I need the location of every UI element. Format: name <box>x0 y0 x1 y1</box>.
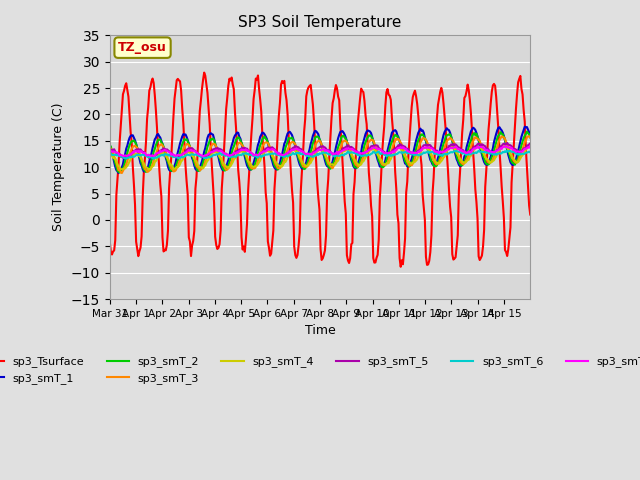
sp3_smT_1 <box>525 129 533 135</box>
sp3_smT_6 <box>503 148 511 154</box>
sp3_smT_1 <box>106 142 114 147</box>
sp3_Tsurface <box>470 166 478 172</box>
sp3_smT_2 <box>525 132 533 137</box>
sp3_smT_7 <box>323 148 331 154</box>
sp3_smT_5 <box>134 146 142 152</box>
Line: sp3_smT_7: sp3_smT_7 <box>110 146 530 156</box>
sp3_smT_4 <box>323 156 331 161</box>
sp3_Tsurface <box>323 191 331 197</box>
sp3_smT_5 <box>122 156 130 161</box>
sp3_smT_7 <box>133 149 141 155</box>
sp3_smT_3 <box>122 164 129 170</box>
sp3_smT_5 <box>120 155 128 161</box>
sp3_smT_7 <box>407 150 415 156</box>
sp3_smT_6 <box>133 152 141 157</box>
Text: TZ_osu: TZ_osu <box>118 41 167 54</box>
sp3_Tsurface <box>106 239 114 244</box>
Line: sp3_smT_2: sp3_smT_2 <box>110 132 530 172</box>
sp3_smT_2 <box>106 142 114 148</box>
sp3_Tsurface <box>120 88 128 94</box>
sp3_smT_4 <box>526 143 534 149</box>
sp3_smT_5 <box>106 148 114 154</box>
sp3_Tsurface <box>526 212 534 217</box>
sp3_smT_4 <box>106 151 114 156</box>
Line: sp3_smT_6: sp3_smT_6 <box>110 151 530 159</box>
sp3_smT_1 <box>134 150 142 156</box>
sp3_smT_6 <box>469 150 477 156</box>
sp3_Tsurface <box>397 264 404 270</box>
sp3_smT_6 <box>525 149 533 155</box>
sp3_smT_1 <box>115 170 122 176</box>
sp3_smT_1 <box>521 124 529 130</box>
sp3_smT_7 <box>524 144 532 150</box>
sp3_smT_2 <box>526 134 534 140</box>
sp3_smT_1 <box>122 151 129 157</box>
sp3_smT_1 <box>526 132 534 138</box>
sp3_smT_5 <box>323 147 331 153</box>
sp3_smT_7 <box>526 143 534 149</box>
sp3_smT_5 <box>503 140 511 146</box>
Y-axis label: Soil Temperature (C): Soil Temperature (C) <box>52 103 65 231</box>
sp3_smT_6 <box>150 156 157 162</box>
sp3_smT_6 <box>120 155 128 161</box>
sp3_Tsurface <box>408 104 415 110</box>
sp3_smT_4 <box>133 151 141 157</box>
sp3_smT_4 <box>145 167 152 172</box>
sp3_Tsurface <box>200 70 208 75</box>
sp3_smT_2 <box>523 129 531 134</box>
Title: SP3 Soil Temperature: SP3 Soil Temperature <box>238 15 402 30</box>
sp3_smT_3 <box>526 134 534 140</box>
sp3_smT_7 <box>106 148 114 154</box>
sp3_smT_2 <box>134 149 142 155</box>
Line: sp3_smT_4: sp3_smT_4 <box>110 146 530 169</box>
sp3_smT_3 <box>407 161 415 167</box>
sp3_smT_5 <box>469 144 477 150</box>
sp3_smT_6 <box>106 152 114 157</box>
sp3_smT_7 <box>469 146 477 152</box>
sp3_smT_5 <box>525 142 533 147</box>
sp3_smT_3 <box>525 133 533 139</box>
sp3_smT_5 <box>407 149 415 155</box>
sp3_smT_2 <box>122 158 129 164</box>
sp3_smT_4 <box>524 144 532 150</box>
sp3_smT_2 <box>469 132 477 137</box>
Legend: sp3_Tsurface, sp3_smT_1, sp3_smT_2, sp3_smT_3, sp3_smT_4, sp3_smT_5, sp3_smT_6, : sp3_Tsurface, sp3_smT_1, sp3_smT_2, sp3_… <box>0 352 640 388</box>
sp3_smT_3 <box>118 170 125 176</box>
sp3_smT_3 <box>134 147 142 153</box>
sp3_smT_1 <box>323 163 331 169</box>
sp3_smT_6 <box>407 151 415 157</box>
sp3_smT_1 <box>407 159 415 165</box>
Line: sp3_Tsurface: sp3_Tsurface <box>110 72 530 267</box>
sp3_smT_4 <box>120 166 128 171</box>
Line: sp3_smT_5: sp3_smT_5 <box>110 143 530 158</box>
sp3_smT_3 <box>106 144 114 150</box>
sp3_Tsurface <box>133 246 141 252</box>
sp3_smT_7 <box>120 153 128 159</box>
Line: sp3_smT_1: sp3_smT_1 <box>110 127 530 173</box>
Line: sp3_smT_3: sp3_smT_3 <box>110 136 530 173</box>
sp3_smT_2 <box>407 162 415 168</box>
sp3_smT_1 <box>469 125 477 131</box>
sp3_smT_2 <box>323 162 331 168</box>
sp3_smT_3 <box>498 133 506 139</box>
sp3_smT_3 <box>323 157 331 163</box>
sp3_smT_5 <box>526 141 534 146</box>
sp3_smT_6 <box>323 151 331 156</box>
X-axis label: Time: Time <box>305 324 335 337</box>
sp3_smT_4 <box>469 147 477 153</box>
sp3_smT_7 <box>199 154 207 159</box>
sp3_smT_3 <box>469 138 477 144</box>
sp3_Tsurface <box>525 203 533 208</box>
sp3_smT_4 <box>407 161 415 167</box>
sp3_smT_2 <box>116 169 124 175</box>
sp3_smT_6 <box>526 149 534 155</box>
